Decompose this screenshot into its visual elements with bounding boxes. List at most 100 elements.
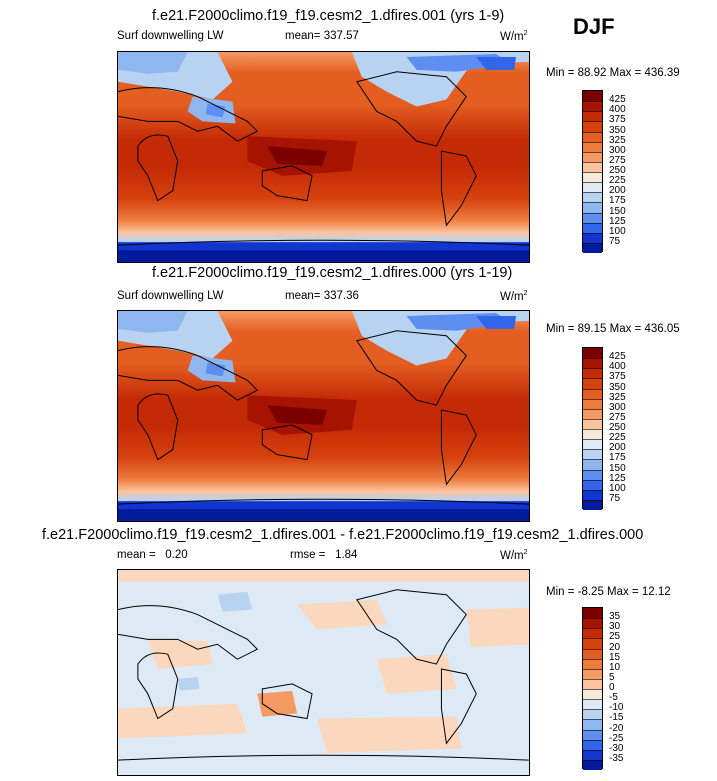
colorbar-swatch (583, 192, 602, 203)
panel3-mean-value: 0.20 (165, 549, 188, 561)
panel1-mean-value: 337.57 (323, 30, 359, 42)
colorbar-tick-label: 25 (609, 631, 621, 643)
colorbar-swatch (583, 368, 602, 379)
colorbar-tick-label: 325 (609, 391, 626, 403)
panel3-units: W/m2 (500, 549, 528, 562)
colorbar-swatch (583, 689, 602, 700)
colorbar-swatch (583, 232, 602, 243)
colorbar-swatch (583, 719, 602, 730)
colorbar-tick-label: 425 (609, 94, 626, 106)
colorbar-swatch (583, 759, 602, 770)
colorbar-swatch (583, 242, 602, 253)
colorbar-tick-label: 200 (609, 185, 626, 197)
colorbar-swatch (583, 388, 602, 399)
colorbar-swatch (583, 121, 602, 132)
colorbar-swatch (583, 699, 602, 710)
colorbar-swatch (583, 151, 602, 162)
colorbar-swatch (583, 202, 602, 213)
colorbar-swatch (583, 182, 602, 193)
colorbar-swatch (583, 479, 602, 490)
colorbar-tick-label: -10 (609, 702, 624, 714)
colorbar-swatch (583, 348, 602, 359)
colorbar-swatch (583, 499, 602, 510)
colorbar-swatch (583, 398, 602, 409)
colorbar-tick-label: -5 (609, 692, 618, 704)
colorbar-swatch (583, 459, 602, 470)
colorbar-swatch (583, 618, 602, 629)
colorbar-tick-label: 35 (609, 611, 621, 623)
colorbar-tick-label: 275 (609, 411, 626, 423)
colorbar-tick-label: 30 (609, 621, 621, 633)
panel3-mean: mean = 0.20 (117, 549, 188, 561)
colorbar-tick-label: 375 (609, 114, 626, 126)
colorbar-swatch (583, 408, 602, 419)
colorbar-swatch (583, 729, 602, 740)
colorbar-tick-label: 100 (609, 225, 626, 237)
colorbar-tick-label: -25 (609, 732, 624, 744)
panel1-field-label: Surf downwelling LW (117, 30, 224, 42)
colorbar-tick-label: 200 (609, 442, 626, 454)
colorbar-swatch (583, 161, 602, 172)
colorbar-tick-label: 400 (609, 104, 626, 116)
panel2-field-label: Surf downwelling LW (117, 290, 224, 302)
colorbar-tick-label: 300 (609, 144, 626, 156)
panel3-colorbar: 35 30 25 20 15 10 5 0 -5 -10 -15 -20 -25 -30 -35 (582, 607, 642, 772)
panel2-mean-value: 337.36 (323, 290, 359, 302)
colorbar-tick-label: -15 (609, 712, 624, 724)
colorbar-swatch (583, 678, 602, 689)
colorbar-tick-label: -35 (609, 752, 624, 764)
colorbar-tick-label: 350 (609, 124, 626, 136)
colorbar-tick-label: 175 (609, 195, 626, 207)
colorbar-tick-label: 300 (609, 401, 626, 413)
colorbar-swatch (583, 638, 602, 649)
panel3-rmse-value: 1.84 (335, 549, 358, 561)
panel2-mean: mean= 337.36 (285, 290, 359, 302)
colorbar-tick-label: 175 (609, 452, 626, 464)
colorbar-swatch (583, 489, 602, 500)
colorbar-tick-label: 125 (609, 215, 626, 227)
colorbar-tick-label: 150 (609, 462, 626, 474)
colorbar-tick-label: 400 (609, 361, 626, 373)
panel3-title: f.e21.F2000climo.f19_f19.cesm2_1.dfires.… (42, 527, 644, 543)
colorbar-swatch (583, 222, 602, 233)
colorbar-swatch (583, 212, 602, 223)
colorbar-swatch (583, 91, 602, 102)
panel1-colorbar: 425 400 375 350 325 300 275 250 225 200 175 150 125 1… (582, 90, 642, 255)
colorbar-swatch (583, 429, 602, 440)
colorbar-swatch (583, 749, 602, 760)
colorbar-tick-label: -30 (609, 742, 624, 754)
panel1-units: W/m2 (500, 30, 528, 43)
colorbar-swatch (583, 358, 602, 369)
colorbar-tick-label: 5 (609, 671, 615, 683)
colorbar-swatch (583, 418, 602, 429)
panel3-map (117, 569, 530, 776)
colorbar-tick-label: 375 (609, 371, 626, 383)
colorbar-tick-label: 15 (609, 651, 621, 663)
panel3-rmse: rmse = 1.84 (290, 549, 358, 561)
panel2-map (117, 310, 530, 522)
panel1-title: f.e21.F2000climo.f19_f19.cesm2_1.dfires.… (152, 8, 505, 24)
colorbar-tick-label: 75 (609, 235, 621, 247)
colorbar-swatch (583, 709, 602, 720)
panel2-min-max: Min = 89.15 Max = 436.05 (546, 323, 680, 335)
panel1-min-max: Min = 88.92 Max = 436.39 (546, 67, 680, 79)
panel1-colorbar-swatches (582, 90, 603, 253)
panel1-namerica-cold (351, 52, 529, 107)
colorbar-swatch (583, 378, 602, 389)
colorbar-swatch (583, 608, 602, 619)
colorbar-swatch (583, 469, 602, 480)
panel1-map (117, 51, 530, 263)
season-label: DJF (573, 14, 615, 39)
colorbar-swatch (583, 658, 602, 669)
colorbar-swatch (583, 628, 602, 639)
colorbar-swatch (583, 739, 602, 750)
panel2-colorbar: 425 400 375 350 325 300 275 250 225 200 175 150 125 1… (582, 347, 642, 512)
panel2-colorbar-swatches (582, 347, 603, 510)
colorbar-tick-label: 0 (609, 682, 615, 693)
colorbar-tick-label: 250 (609, 165, 626, 176)
panel3-min-max: Min = -8.25 Max = 12.12 (546, 586, 671, 598)
panel1-mean: mean= 337.57 (285, 30, 359, 42)
colorbar-swatch (583, 648, 602, 659)
colorbar-tick-label: 100 (609, 482, 626, 494)
colorbar-swatch (583, 101, 602, 112)
